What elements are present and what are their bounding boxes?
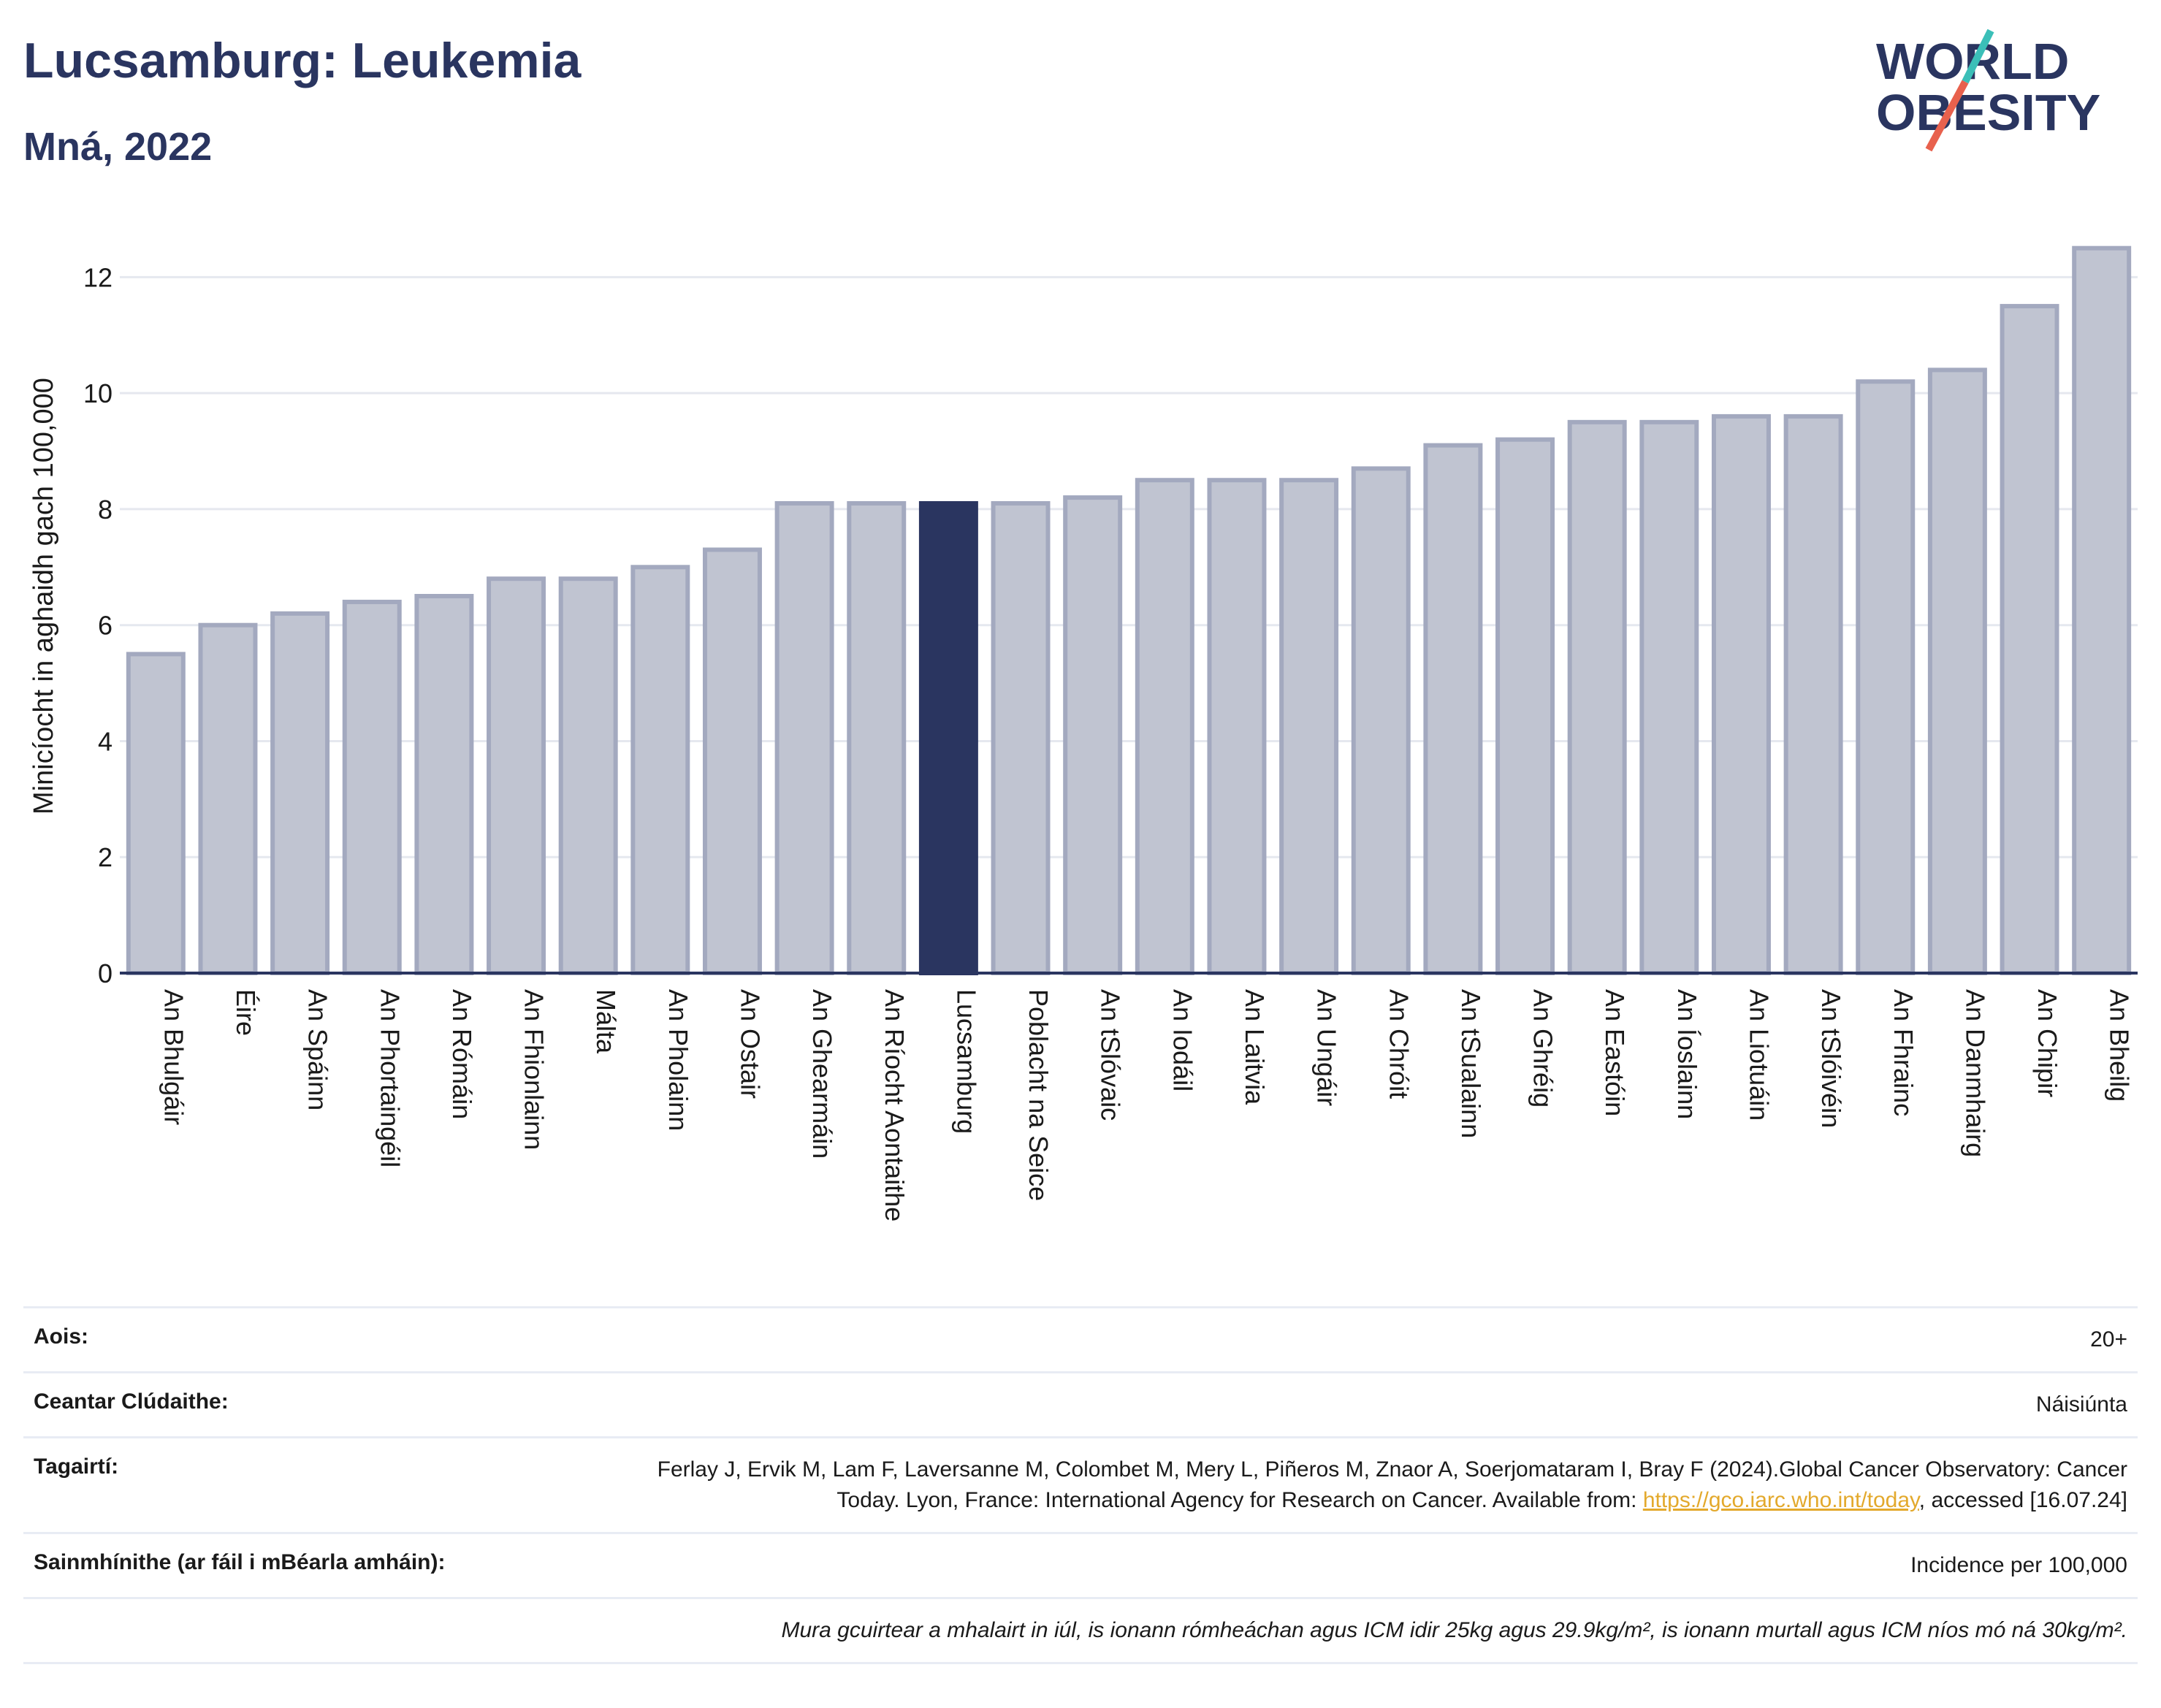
x-tick-label: An tSlóvaic — [1096, 989, 1126, 1121]
references-link[interactable]: https://gco.iarc.who.int/today — [1642, 1488, 1919, 1512]
x-tick-label: Málta — [591, 989, 621, 1054]
bar — [630, 565, 690, 975]
bar — [126, 652, 186, 976]
age-label: Aois: — [34, 1324, 88, 1349]
bar — [1279, 478, 1339, 975]
x-tick-label: An Iodáil — [1167, 989, 1197, 1091]
bar — [1783, 413, 1843, 975]
x-tick-label: An Chróit — [1384, 989, 1414, 1099]
bar — [918, 500, 978, 975]
x-tick-label: An Bheilg — [2105, 989, 2135, 1102]
y-axis-label: Minicíocht in aghaidh gach 100,000 — [28, 378, 59, 815]
x-tick-label: An Ostair — [735, 989, 765, 1099]
bar — [270, 611, 330, 975]
x-tick-label: An Chipir — [2032, 989, 2062, 1097]
logo-slash-red — [1925, 80, 1969, 152]
x-tick-label: An tSualainn — [1456, 989, 1486, 1138]
bar — [847, 500, 907, 975]
x-tick-label: An Ríocht Aontaithe — [880, 989, 910, 1221]
x-tick-label: Éire — [231, 989, 261, 1036]
bar — [487, 576, 546, 975]
bar — [1423, 443, 1483, 976]
y-tick-label: 2 — [98, 842, 113, 872]
x-tick-label: An Danmhairg — [1960, 989, 1990, 1157]
y-tick-label: 12 — [83, 262, 113, 292]
bar — [774, 500, 834, 975]
bar — [1567, 419, 1627, 976]
age-value: 20+ — [2090, 1327, 2127, 1351]
x-tick-label: An tSlóivéin — [1816, 989, 1846, 1128]
world-obesity-logo: WORLD OBESITY — [1876, 29, 2100, 152]
bar — [1711, 413, 1771, 975]
references-text: Ferlay J, Ervik M, Lam F, Laversanne M, … — [657, 1457, 2127, 1512]
bar — [1927, 367, 1987, 975]
y-tick-label: 6 — [98, 611, 113, 641]
x-tick-label: An Ungáir — [1312, 989, 1342, 1106]
logo-line2: OBESITY — [1876, 84, 2100, 141]
bar — [2000, 304, 2059, 976]
x-tick-label: An Liotuáin — [1744, 989, 1774, 1121]
y-tick-label: 10 — [83, 378, 113, 408]
bar — [558, 576, 618, 975]
bar — [1135, 478, 1194, 975]
bar — [1856, 379, 1916, 975]
page-title: Lucsamburg: Leukemia — [23, 33, 582, 88]
bar — [991, 500, 1051, 975]
bar — [702, 547, 762, 975]
info-table: Aois: 20+ Ceantar Clúdaithe: Náisiúnta T… — [23, 1306, 2138, 1664]
x-axis-labels: An Bhulgáir Éire An Spáinn An Phortaingéil A… — [159, 989, 2134, 1221]
page-subtitle: Mná, 2022 — [23, 125, 213, 169]
x-tick-label: An Íoslainn — [1672, 989, 1702, 1119]
y-tick-label: 8 — [98, 495, 113, 525]
bar — [342, 599, 402, 975]
bar — [198, 622, 258, 975]
y-tick-label: 4 — [98, 726, 113, 756]
x-tick-label: Poblacht na Seice — [1024, 989, 1053, 1201]
bmi-note: Mura gcuirtear a mhalairt in iúl, is ion… — [781, 1618, 2127, 1642]
x-tick-label: An Spáinn — [303, 989, 333, 1110]
x-tick-label: An Phortaingéil — [375, 989, 405, 1167]
bar — [1207, 478, 1267, 975]
x-tick-label: An Fhionlainn — [519, 989, 549, 1150]
references-value: Ferlay J, Ervik M, Lam F, Laversanne M, … — [593, 1455, 2127, 1516]
definitions-label: Sainmhínithe (ar fáil i mBéarla amháin): — [34, 1550, 446, 1574]
definitions-value: Incidence per 100,000 — [1910, 1553, 2127, 1577]
x-tick-label: An Eastóin — [1600, 989, 1630, 1116]
logo-slash-teal — [1962, 29, 1994, 84]
bar — [1495, 437, 1555, 975]
chart-bars — [126, 245, 2132, 976]
info-row-references: Tagairtí: Ferlay J, Ervik M, Lam F, Lave… — [23, 1436, 2138, 1532]
x-tick-label: An Ghearmáin — [807, 989, 837, 1159]
bar — [1639, 419, 1699, 976]
x-tick-label: Lucsamburg — [951, 989, 981, 1134]
references-tail: , accessed [16.07.24] — [1918, 1488, 2127, 1512]
info-row-area: Ceantar Clúdaithe: Náisiúnta — [23, 1371, 2138, 1436]
bar — [2072, 245, 2132, 975]
bar-chart: 0 2 4 6 8 10 12 An Bhulgáir Éire An Spáinn An Pho… — [28, 245, 2138, 1221]
info-row-note: Mura gcuirtear a mhalairt in iúl, is ion… — [23, 1597, 2138, 1664]
x-tick-label: An Bhulgáir — [159, 989, 188, 1125]
y-axis-ticks: 0 2 4 6 8 10 12 — [83, 262, 113, 988]
references-label: Tagairtí: — [34, 1455, 119, 1479]
y-tick-label: 0 — [98, 958, 113, 988]
bar — [414, 594, 474, 975]
area-label: Ceantar Clúdaithe: — [34, 1389, 229, 1414]
area-value: Náisiúnta — [2035, 1392, 2127, 1417]
bar — [1351, 466, 1411, 976]
x-tick-label: An Rómáin — [447, 989, 477, 1119]
x-tick-label: An Laitvia — [1240, 989, 1270, 1105]
x-tick-label: An Ghréig — [1528, 989, 1558, 1107]
bar — [1063, 495, 1123, 975]
info-row-definitions: Sainmhínithe (ar fáil i mBéarla amháin):… — [23, 1532, 2138, 1597]
info-row-age: Aois: 20+ — [23, 1306, 2138, 1371]
x-tick-label: An Pholainn — [663, 989, 693, 1131]
x-tick-label: An Fhrainc — [1889, 989, 1918, 1116]
